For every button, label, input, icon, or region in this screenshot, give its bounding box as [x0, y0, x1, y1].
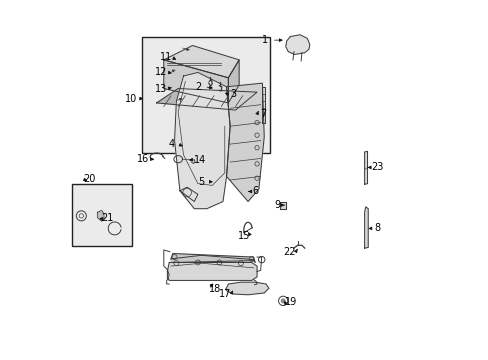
Text: 2: 2 — [194, 82, 201, 92]
Text: 22: 22 — [283, 247, 295, 257]
Text: 9: 9 — [274, 200, 280, 210]
Text: 23: 23 — [370, 162, 383, 172]
Polygon shape — [364, 207, 367, 248]
Text: 6: 6 — [252, 186, 258, 197]
Text: 16: 16 — [137, 154, 149, 164]
Text: 10: 10 — [125, 94, 138, 104]
Text: 5: 5 — [198, 177, 204, 187]
Text: 4: 4 — [169, 139, 175, 149]
Polygon shape — [156, 89, 257, 110]
Polygon shape — [228, 60, 239, 103]
Polygon shape — [171, 253, 255, 262]
Circle shape — [281, 299, 285, 303]
Text: 11: 11 — [159, 52, 171, 62]
Polygon shape — [174, 72, 230, 209]
Polygon shape — [364, 151, 367, 184]
Text: 1: 1 — [262, 35, 268, 45]
Text: 15: 15 — [237, 231, 249, 240]
Text: 21: 21 — [101, 213, 114, 222]
Polygon shape — [167, 262, 257, 280]
Text: 14: 14 — [193, 154, 205, 165]
Polygon shape — [285, 35, 309, 54]
Text: 13: 13 — [155, 84, 167, 94]
Bar — [142, 37, 269, 153]
Polygon shape — [280, 202, 285, 209]
Text: 20: 20 — [83, 174, 96, 184]
Polygon shape — [163, 60, 228, 103]
Text: 19: 19 — [285, 297, 297, 307]
Bar — [72, 184, 131, 246]
Polygon shape — [225, 282, 268, 295]
Text: 12: 12 — [155, 67, 167, 77]
Text: 18: 18 — [208, 284, 221, 294]
Text: 17: 17 — [218, 289, 230, 299]
Polygon shape — [226, 83, 264, 202]
Polygon shape — [261, 87, 265, 123]
Polygon shape — [97, 211, 104, 221]
Text: 7: 7 — [260, 109, 266, 120]
Text: 3: 3 — [230, 89, 236, 99]
Text: 8: 8 — [373, 224, 380, 233]
Polygon shape — [163, 45, 239, 78]
